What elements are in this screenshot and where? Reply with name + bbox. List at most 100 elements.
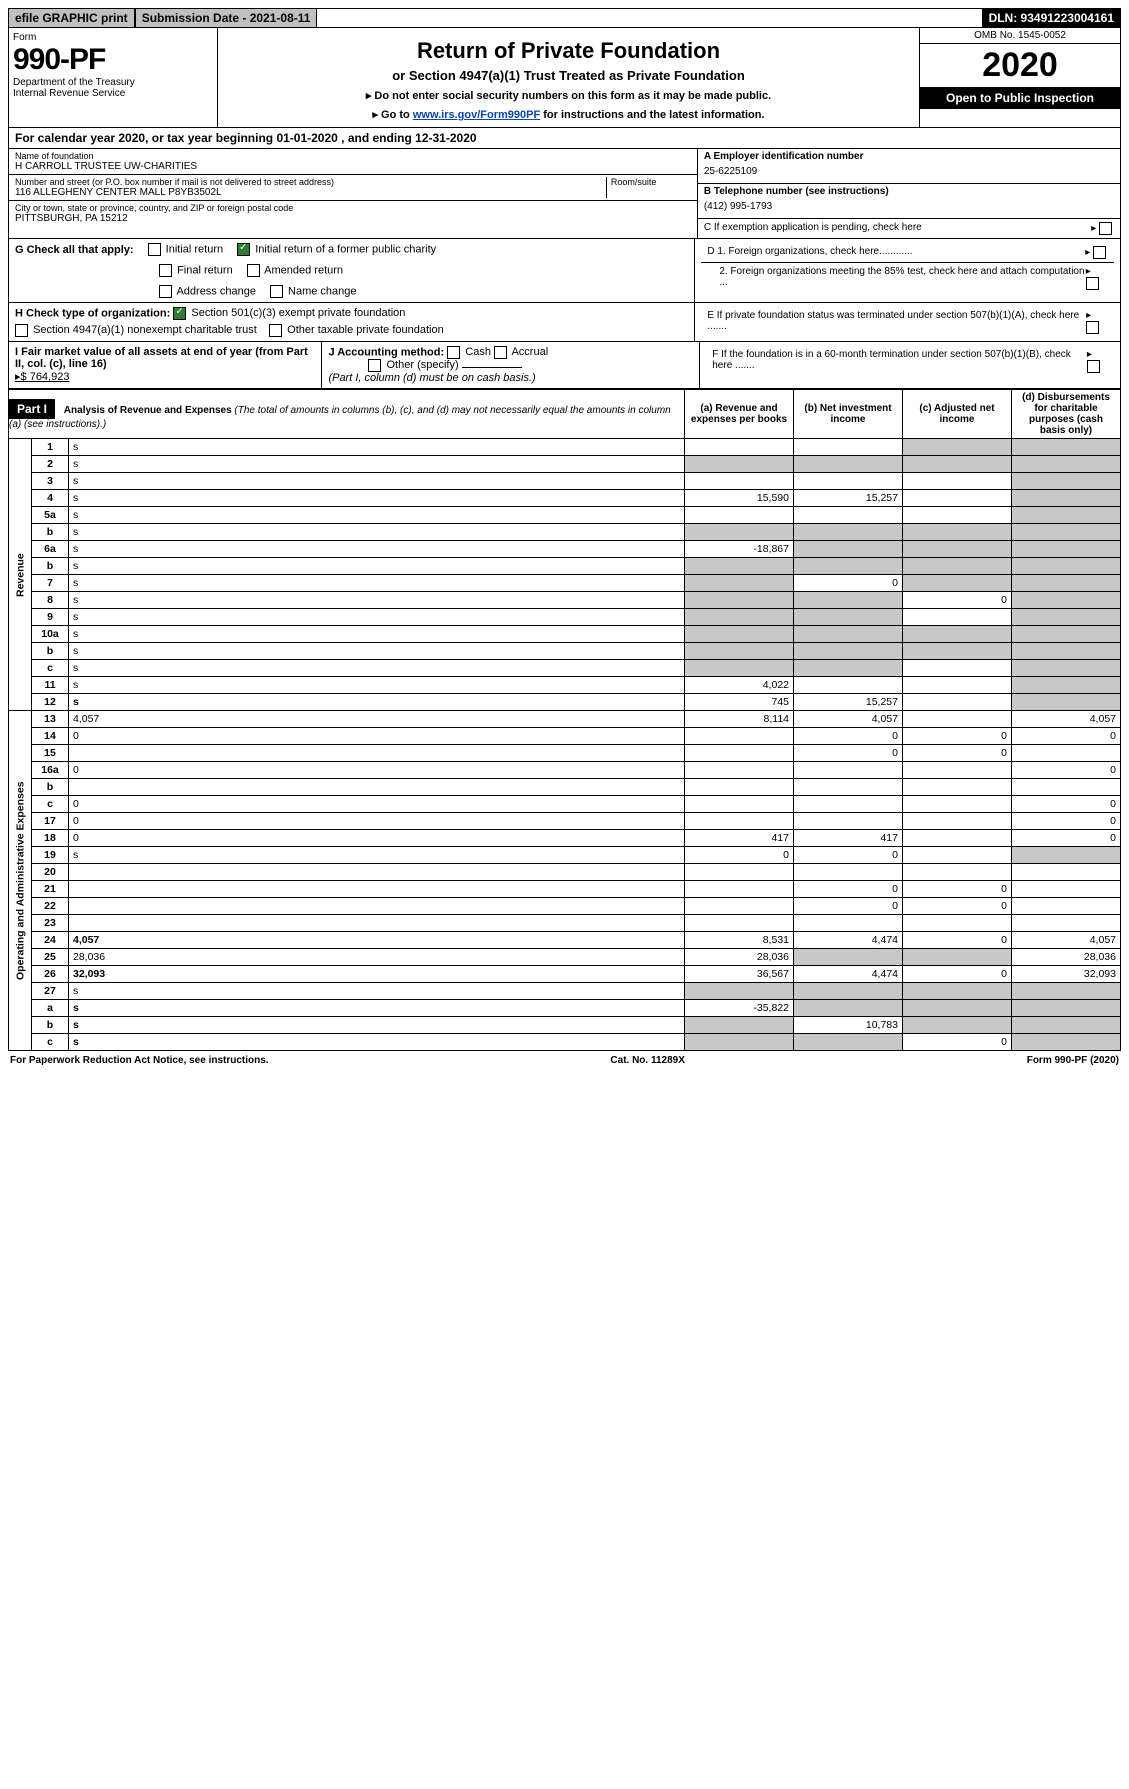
amount-cell [903,779,1012,796]
amount-cell: 28,036 [685,949,794,966]
amount-cell: 0 [1012,830,1121,847]
amount-cell: 0 [794,847,903,864]
line-number: 22 [32,898,69,915]
c-cell: C If exemption application is pending, c… [698,219,1120,238]
amount-cell [1012,864,1121,881]
foundation-name: H CARROLL TRUSTEE UW-CHARITIES [15,161,691,172]
line-number: 12 [32,694,69,711]
line-number: 16a [32,762,69,779]
line-number: 25 [32,949,69,966]
amount-cell [685,983,794,1000]
inst2-post: for instructions and the latest informat… [540,109,764,121]
final-label: Final return [177,264,233,276]
form-number: 990-PF [13,43,213,77]
e-checkbox[interactable] [1086,321,1099,334]
amount-cell [903,541,1012,558]
d1-cell: D 1. Foreign organizations, check here..… [701,243,1114,263]
cash-checkbox[interactable] [447,346,460,359]
table-row: 4s15,59015,257 [9,490,1121,507]
h1-label: Section 501(c)(3) exempt private foundat… [191,307,405,319]
line-number: 9 [32,609,69,626]
amount-cell [794,456,903,473]
irs-link[interactable]: www.irs.gov/Form990PF [413,109,540,121]
amount-cell: 0 [903,1034,1012,1051]
i-label: I Fair market value of all assets at end… [15,346,308,370]
info-right: A Employer identification number 25-6225… [697,149,1120,238]
amount-cell [903,830,1012,847]
accrual-checkbox[interactable] [494,346,507,359]
final-checkbox[interactable] [159,264,172,277]
f-checkbox[interactable] [1087,360,1100,373]
c-checkbox[interactable] [1099,222,1112,235]
col-c-header: (c) Adjusted net income [903,390,1012,439]
d1-checkbox[interactable] [1093,246,1106,259]
amount-cell: 0 [794,881,903,898]
j-section: J Accounting method: Cash Accrual Other … [322,342,699,388]
amount-cell [1012,983,1121,1000]
line-number: 23 [32,915,69,932]
top-spacer [317,8,981,28]
table-row: 9s [9,609,1121,626]
initial-checkbox[interactable] [148,243,161,256]
accrual-label: Accrual [511,346,548,358]
e-label: E If private foundation status was termi… [707,310,1086,332]
cash-label: Cash [465,346,491,358]
amount-cell [794,864,903,881]
amount-cell [685,864,794,881]
line-description: 0 [69,830,685,847]
line-description: s [69,575,685,592]
amount-cell [685,524,794,541]
initial-former-checkbox[interactable] [237,243,250,256]
amount-cell [685,915,794,932]
line-number: 2 [32,456,69,473]
amount-cell [685,796,794,813]
amount-cell [1012,779,1121,796]
other-line [462,367,522,368]
line-description: s [69,541,685,558]
line-description: s [69,847,685,864]
other-checkbox[interactable] [368,359,381,372]
line-description [69,745,685,762]
h3-label: Other taxable private foundation [287,324,444,336]
line-description: s [69,439,685,456]
h-label: H Check type of organization: [15,307,170,319]
line-number: c [32,1034,69,1051]
d2-checkbox[interactable] [1086,277,1099,290]
line-number: a [32,1000,69,1017]
amount-cell [1012,643,1121,660]
amount-cell [903,456,1012,473]
line-description: s [69,677,685,694]
amount-cell [794,660,903,677]
line-number: b [32,1017,69,1034]
table-row: cs [9,660,1121,677]
amount-cell [1012,507,1121,524]
h1-checkbox[interactable] [173,307,186,320]
h3-checkbox[interactable] [269,324,282,337]
f-cell: F If the foundation is in a 60-month ter… [706,346,1114,376]
amount-cell [794,1034,903,1051]
addr-change-checkbox[interactable] [159,285,172,298]
amount-cell [903,796,1012,813]
irs-label: Internal Revenue Service [13,88,213,99]
initial-label: Initial return [166,243,223,255]
amount-cell [794,677,903,694]
amount-cell [903,473,1012,490]
amount-cell: 0 [903,932,1012,949]
footer-mid: Cat. No. 11289X [610,1055,684,1066]
table-row: Revenue1s [9,439,1121,456]
name-change-checkbox[interactable] [270,285,283,298]
amount-cell [794,524,903,541]
amount-cell: 0 [685,847,794,864]
amended-checkbox[interactable] [247,264,260,277]
table-row: 23 [9,915,1121,932]
amount-cell [685,626,794,643]
line-description: 4,057 [69,932,685,949]
line-number: 13 [32,711,69,728]
line-number: 26 [32,966,69,983]
h2-checkbox[interactable] [15,324,28,337]
table-row: 1700 [9,813,1121,830]
amount-cell [685,762,794,779]
e-section: E If private foundation status was termi… [694,303,1120,341]
amount-cell: 0 [903,966,1012,983]
form-label: Form [13,32,213,43]
